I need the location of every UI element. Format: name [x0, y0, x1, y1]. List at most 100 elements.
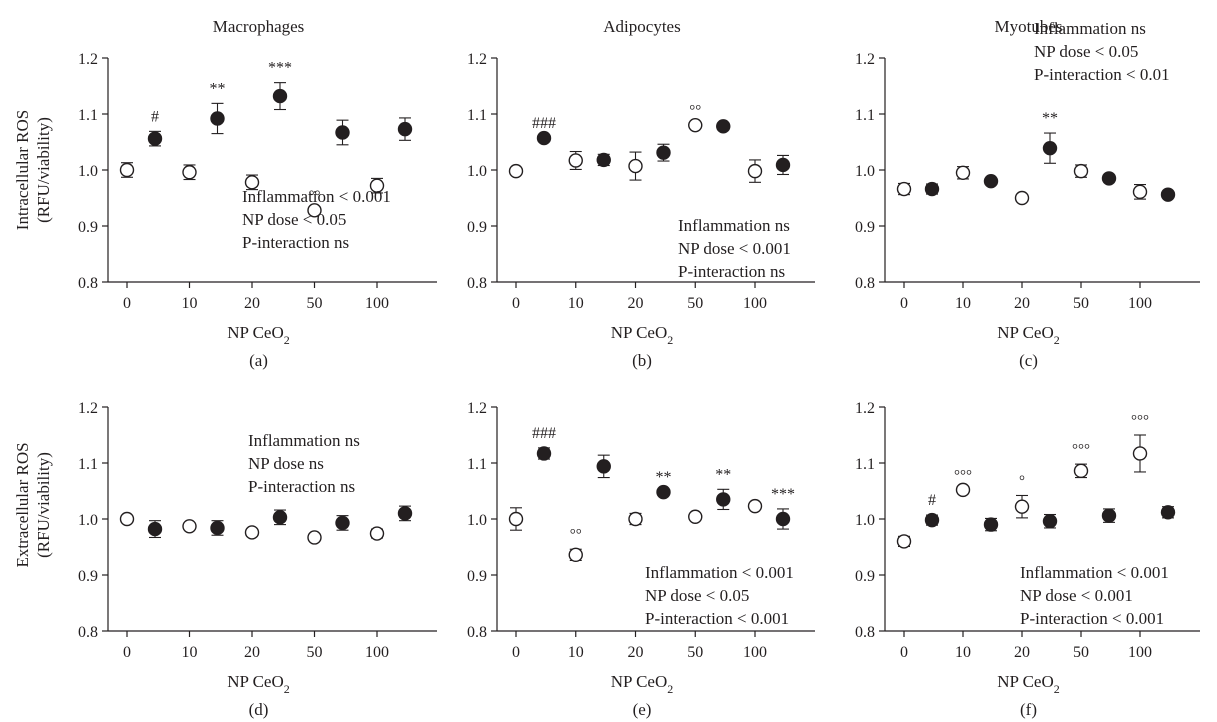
y-tick-label: 0.8	[467, 624, 487, 641]
x-axis-label: NP CeO2	[997, 323, 1060, 347]
stats-text: Inflammation ns NP dose ns P-interaction n…	[248, 431, 360, 496]
y-tick-label: 0.8	[78, 275, 98, 292]
stats-line: Inflammation < 0.001	[645, 563, 794, 582]
x-axis-label: NP CeO2	[611, 323, 674, 347]
x-axis-label: NP CeO2	[227, 323, 290, 347]
open-marker	[688, 117, 703, 133]
filled-marker	[272, 88, 288, 104]
x-axis-label-subscript: 2	[1054, 682, 1060, 696]
panel-label: (e)	[633, 700, 652, 719]
row2-ylabel-line1: Extracellular ROS	[13, 442, 32, 567]
y-tick-label: 0.8	[855, 624, 875, 641]
significance-annotation: °°°	[954, 468, 972, 484]
stats-line: Inflammation ns	[248, 431, 360, 450]
significance-annotation: ***	[771, 486, 795, 503]
panel-c: Myotubes 0.8 0.9 1.0 1.1 1.2 0 10 20 50 100 NP CeO2…	[855, 17, 1200, 370]
series-open: °°	[508, 498, 763, 563]
filled-marker	[536, 130, 552, 146]
stats-line: NP dose < 0.05	[242, 210, 346, 229]
stats-line: NP dose < 0.05	[1034, 42, 1138, 61]
x-tick-label: 50	[1073, 295, 1089, 312]
open-marker	[244, 525, 260, 540]
stats-line: Inflammation < 0.001	[242, 187, 391, 206]
x-tick-label: 0	[512, 295, 520, 312]
stats-text: Inflammation < 0.001 NP dose < 0.05 P-inte…	[242, 187, 391, 252]
panel-a: Macrophages 0.8 0.9 1.0 1.1 1.2 0 10 20 50 100 NP C…	[78, 17, 437, 370]
filled-marker	[397, 121, 413, 137]
open-marker	[182, 165, 197, 180]
open-marker	[1132, 184, 1148, 200]
x-axis-label-subscript: 2	[1054, 333, 1060, 347]
x-tick-label: 100	[1128, 295, 1152, 312]
filled-marker	[1160, 505, 1176, 520]
stats-text: Inflammation < 0.001 NP dose < 0.05 P-inte…	[645, 563, 794, 628]
x-tick-label: 10	[568, 295, 584, 312]
filled-marker	[1042, 140, 1058, 156]
significance-annotation: °°	[570, 527, 582, 543]
open-marker	[1014, 499, 1030, 514]
y-tick-label: 1.0	[855, 163, 875, 180]
x-tick-label: 50	[307, 295, 323, 312]
open-marker	[1132, 446, 1148, 461]
x-tick-label: 10	[955, 295, 971, 312]
x-tick-label: 20	[1014, 295, 1030, 312]
series-open	[896, 163, 1148, 206]
x-tick-label: 20	[244, 295, 260, 312]
filled-marker	[147, 521, 163, 537]
stats-line: P-interaction < 0.001	[645, 609, 789, 628]
open-marker	[896, 534, 912, 549]
stats-line: NP dose < 0.05	[645, 586, 749, 605]
x-axis-label: NP CeO2	[227, 672, 290, 696]
filled-marker	[536, 446, 552, 461]
y-tick-label: 1.2	[467, 400, 487, 417]
panel-label: (d)	[249, 700, 269, 719]
filled-marker	[716, 492, 731, 507]
x-axis-label-subscript: 2	[284, 682, 290, 696]
filled-marker	[924, 181, 940, 197]
open-marker	[244, 175, 260, 190]
y-tick-label: 1.2	[855, 51, 875, 68]
x-tick-label: 100	[1128, 644, 1152, 661]
filled-marker	[147, 131, 163, 146]
x-tick-label: 20	[628, 644, 644, 661]
significance-annotation: **	[715, 466, 731, 483]
filled-marker	[1160, 187, 1176, 202]
y-tick-label: 0.9	[855, 219, 875, 236]
filled-marker	[1042, 514, 1058, 529]
x-tick-label: 50	[687, 295, 703, 312]
stats-text: Inflammation ns NP dose < 0.05 P-interacti…	[1034, 19, 1170, 84]
y-tick-label: 1.0	[78, 512, 98, 529]
series-filled: ###	[532, 115, 791, 176]
stats-line: Inflammation ns	[1034, 19, 1146, 38]
significance-annotation: °°°	[1131, 413, 1149, 429]
panel-b: Adipocytes 0.8 0.9 1.0 1.1 1.2 0 10 20 50 100 NP Ce…	[467, 17, 815, 370]
stats-line: P-interaction ns	[242, 233, 349, 252]
filled-marker	[397, 506, 413, 521]
x-tick-label: 10	[182, 644, 198, 661]
open-marker	[955, 482, 971, 498]
open-marker	[119, 162, 135, 178]
stats-line: P-interaction ns	[678, 262, 785, 281]
series-open	[119, 511, 385, 545]
open-marker	[1073, 463, 1089, 479]
stats-line: Inflammation < 0.001	[1020, 563, 1169, 582]
filled-marker	[775, 157, 791, 173]
x-tick-label: 0	[123, 295, 131, 312]
open-marker	[628, 158, 643, 174]
filled-marker	[1101, 508, 1117, 523]
stats-text: Inflammation < 0.001 NP dose < 0.001 P-int…	[1020, 563, 1169, 628]
x-tick-label: 50	[687, 644, 703, 661]
significance-annotation: ###	[532, 115, 556, 132]
open-marker	[369, 526, 385, 541]
open-marker	[747, 163, 763, 179]
y-tick-label: 0.9	[855, 568, 875, 585]
filled-marker	[924, 512, 940, 528]
filled-marker	[272, 510, 288, 525]
open-marker	[182, 519, 197, 534]
filled-marker	[775, 511, 791, 527]
x-tick-label: 50	[1073, 644, 1089, 661]
x-tick-label: 10	[182, 295, 198, 312]
stats-text: Inflammation ns NP dose < 0.001 P-interact…	[678, 216, 791, 281]
series-open: °°	[119, 162, 385, 218]
